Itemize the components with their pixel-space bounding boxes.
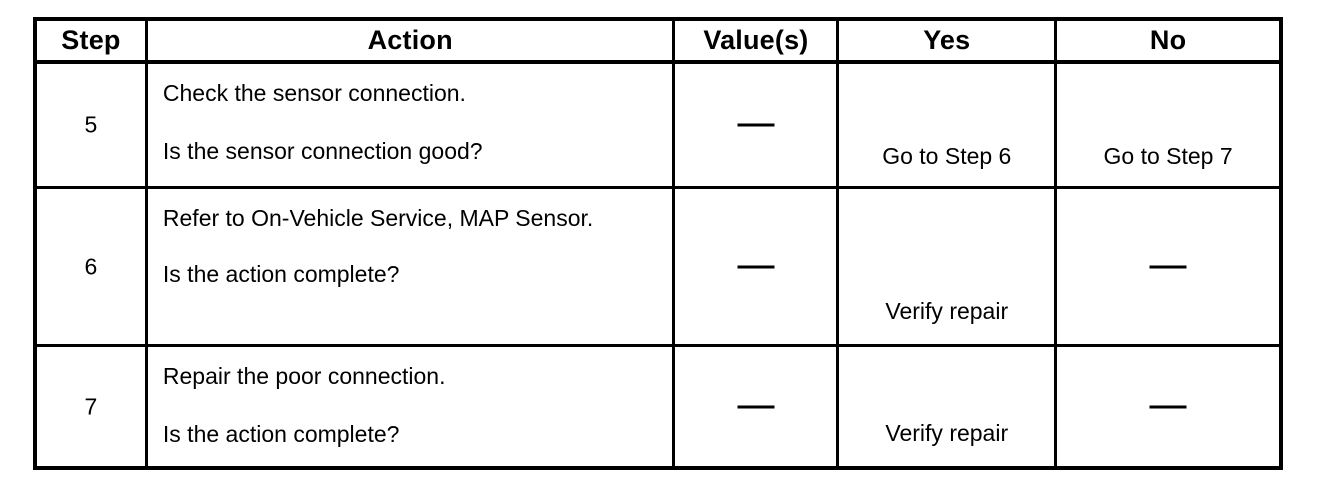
step-number-value: 7 (84, 393, 98, 419)
cell-values (675, 64, 840, 186)
table-row: 5 Check the sensor connection. Is the se… (37, 64, 1279, 189)
action-line-1: Check the sensor connection. (162, 80, 466, 106)
cell-action: Refer to On-Vehicle Service, MAP Sensor.… (148, 189, 676, 344)
diagnostic-steps-table: Step Action Value(s) Yes No 5 Check the … (33, 17, 1283, 470)
no-branch-label: Go to Step 7 (1103, 143, 1233, 169)
yes-branch-label: Verify repair (885, 298, 1009, 324)
action-line-spacer (163, 391, 663, 419)
action-line-1: Repair the poor connection. (162, 363, 446, 389)
column-header-no-label: No (1149, 25, 1187, 55)
cell-action: Repair the poor connection. Is the actio… (148, 347, 676, 466)
column-header-values-label: Value(s) (703, 25, 809, 55)
action-line-2: Is the sensor connection good? (162, 138, 483, 164)
action-text: Refer to On-Vehicle Service, MAP Sensor.… (148, 189, 673, 289)
cell-step-number: 7 (37, 347, 148, 466)
action-line-1: Refer to On-Vehicle Service, MAP Sensor. (162, 205, 594, 231)
cell-yes: Verify repair (839, 347, 1058, 466)
em-dash-icon (737, 405, 775, 408)
header-cell-step: Step (37, 21, 148, 60)
yes-branch-label: Verify repair (885, 420, 1009, 446)
cell-yes: Go to Step 6 (839, 64, 1058, 186)
step-number-value: 5 (84, 111, 98, 138)
header-cell-no: No (1057, 21, 1279, 60)
action-line-2: Is the action complete? (162, 421, 400, 447)
table-row: 6 Refer to On-Vehicle Service, MAP Senso… (37, 189, 1279, 347)
header-cell-values: Value(s) (675, 21, 840, 60)
action-text: Check the sensor connection. Is the sens… (148, 64, 673, 166)
table-header-row: Step Action Value(s) Yes No (37, 21, 1279, 64)
cell-action: Check the sensor connection. Is the sens… (148, 64, 676, 186)
em-dash-icon (1149, 405, 1187, 408)
em-dash-icon (737, 123, 775, 127)
header-cell-action: Action (148, 21, 676, 60)
action-line-spacer (163, 108, 663, 136)
action-line-2: Is the action complete? (162, 261, 400, 287)
cell-values (675, 347, 840, 466)
cell-yes: Verify repair (839, 189, 1058, 344)
cell-no (1057, 347, 1279, 466)
yes-branch-label: Go to Step 6 (882, 143, 1012, 169)
column-header-action-label: Action (367, 25, 453, 55)
em-dash-icon (1149, 265, 1187, 268)
cell-values (675, 189, 840, 344)
cell-step-number: 5 (37, 64, 148, 186)
column-header-yes-label: Yes (923, 25, 971, 55)
cell-step-number: 6 (37, 189, 148, 344)
step-number-value: 6 (84, 253, 98, 279)
action-text: Repair the poor connection. Is the actio… (148, 347, 673, 449)
cell-no (1057, 189, 1279, 344)
em-dash-icon (737, 265, 775, 268)
header-cell-yes: Yes (839, 21, 1058, 60)
cell-no: Go to Step 7 (1057, 64, 1279, 186)
column-header-step-label: Step (61, 25, 121, 55)
action-line-spacer (163, 233, 663, 259)
table-row: 7 Repair the poor connection. Is the act… (37, 347, 1279, 466)
